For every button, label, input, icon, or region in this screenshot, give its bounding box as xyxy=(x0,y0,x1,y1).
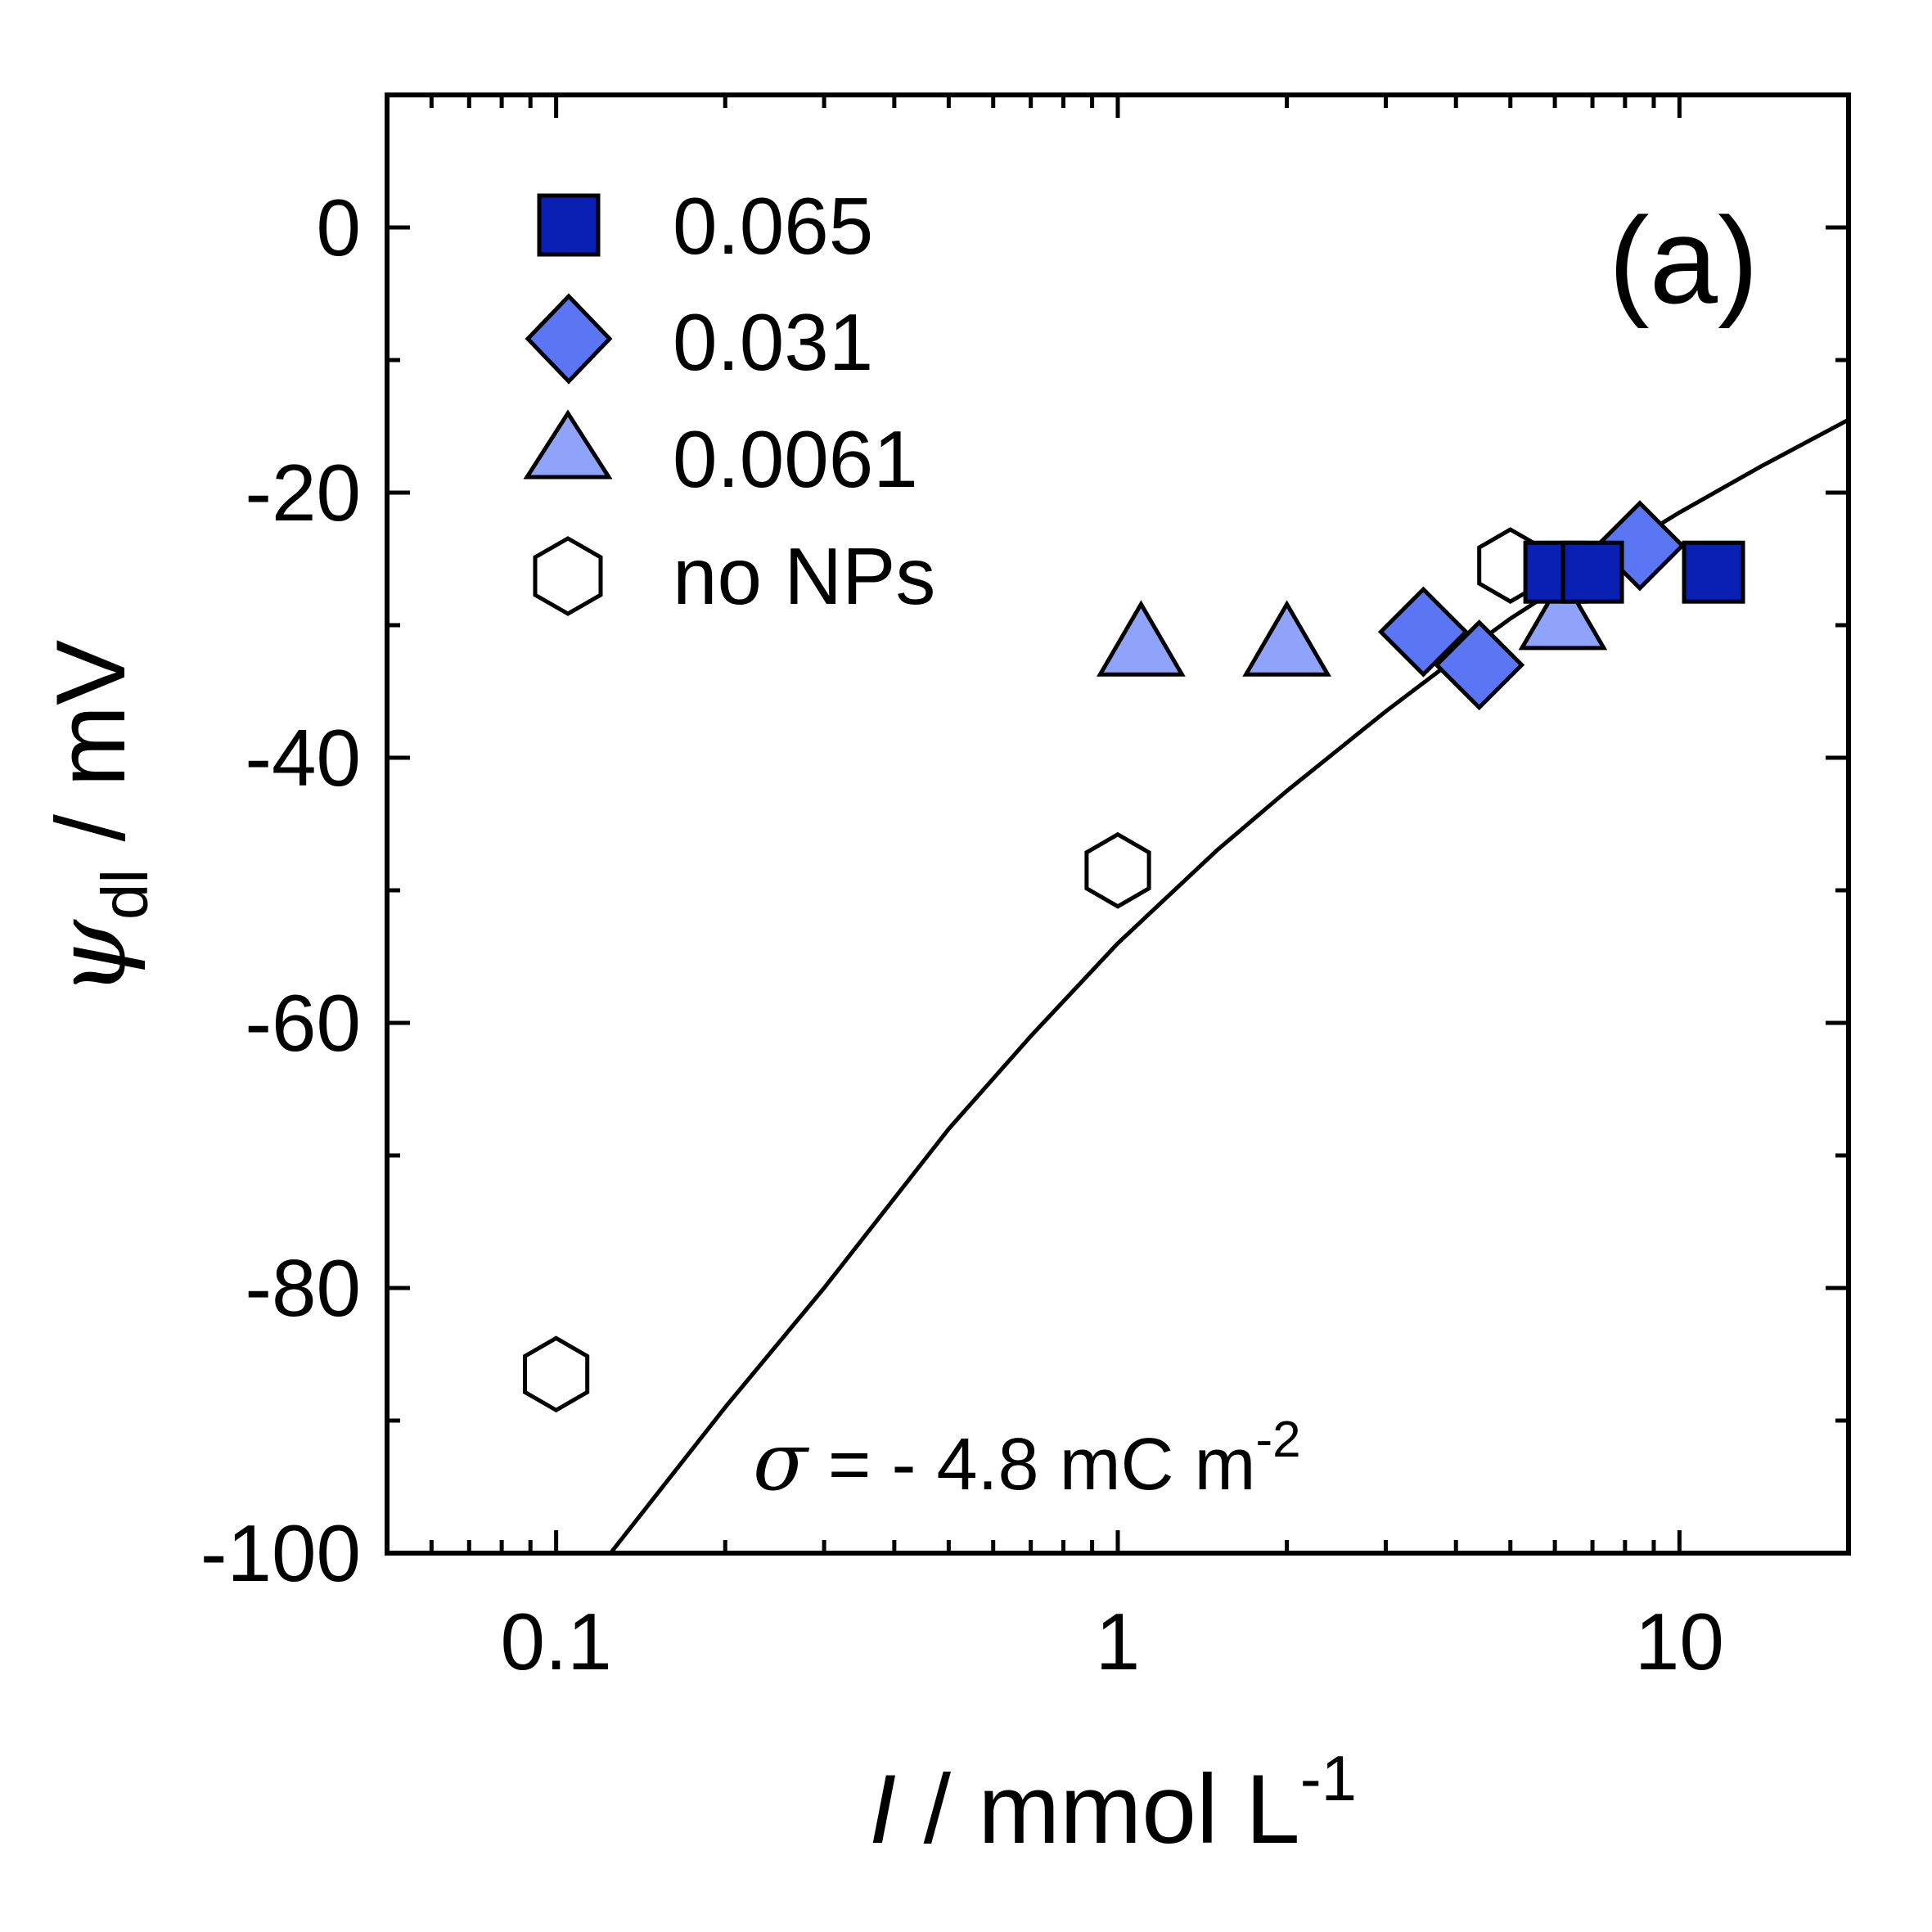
data-markers xyxy=(523,500,1745,1413)
legend: 0.065 0.031 0.0061 no NPs xyxy=(523,181,935,621)
legend-label-0031: 0.031 xyxy=(673,297,873,387)
y-axis-symbol: ψ xyxy=(34,918,148,997)
y-tick-label: -40 xyxy=(245,713,361,803)
sigma-symbol: σ xyxy=(753,1416,810,1509)
legend-label-0065: 0.065 xyxy=(673,181,873,271)
marker-triangle xyxy=(1097,600,1186,677)
x-tick-labels: 0.1 1 10 xyxy=(501,1596,1724,1687)
legend-marker-triangle xyxy=(523,409,613,480)
x-axis-symbol: I xyxy=(869,1754,896,1864)
x-axis-title: I / mmol L-1 xyxy=(869,1742,1357,1864)
x-axis-unit-exp: -1 xyxy=(1300,1742,1357,1814)
legend-label-no-nps: no NPs xyxy=(673,531,935,621)
sigma-annotation: σ = - 4.8 mC m-2 xyxy=(753,1412,1301,1509)
legend-marker-hexagon xyxy=(533,536,603,616)
plot-frame xyxy=(385,92,1851,1556)
y-tick-label: -20 xyxy=(245,448,361,538)
legend-marker-diamond xyxy=(525,293,613,385)
y-axis-subscript: dl xyxy=(88,869,161,920)
sigma-exp: -2 xyxy=(1256,1412,1301,1468)
x-tick-label: 10 xyxy=(1635,1596,1724,1687)
panel-label: (a) xyxy=(1609,191,1759,329)
x-tick-label: 1 xyxy=(1096,1596,1141,1687)
major-ticks xyxy=(387,95,1849,1556)
marker-square xyxy=(1682,540,1745,604)
legend-label-00061: 0.0061 xyxy=(673,414,918,504)
y-tick-labels: 0 -20 -40 -60 -80 -100 xyxy=(200,182,361,1598)
x-axis-unit: / mmol L xyxy=(896,1754,1299,1864)
y-tick-label: 0 xyxy=(316,182,361,272)
y-tick-label: -100 xyxy=(200,1508,361,1598)
sigma-value: = - 4.8 mC m xyxy=(808,1424,1256,1506)
marker-hexagon xyxy=(523,1335,590,1413)
x-tick-label: 0.1 xyxy=(501,1596,612,1687)
y-tick-label: -60 xyxy=(245,978,361,1068)
y-axis-unit: / mV xyxy=(36,640,146,869)
marker-triangle xyxy=(1518,573,1608,651)
legend-marker-square xyxy=(537,193,601,257)
marker-hexagon xyxy=(1084,831,1151,909)
marker-triangle xyxy=(1242,600,1331,677)
marker-square xyxy=(1560,540,1624,604)
y-axis-title: ψdl / mV xyxy=(34,640,161,997)
marker-diamond xyxy=(1434,619,1525,711)
y-tick-label: -80 xyxy=(245,1243,361,1333)
marker-diamond xyxy=(1377,586,1469,678)
